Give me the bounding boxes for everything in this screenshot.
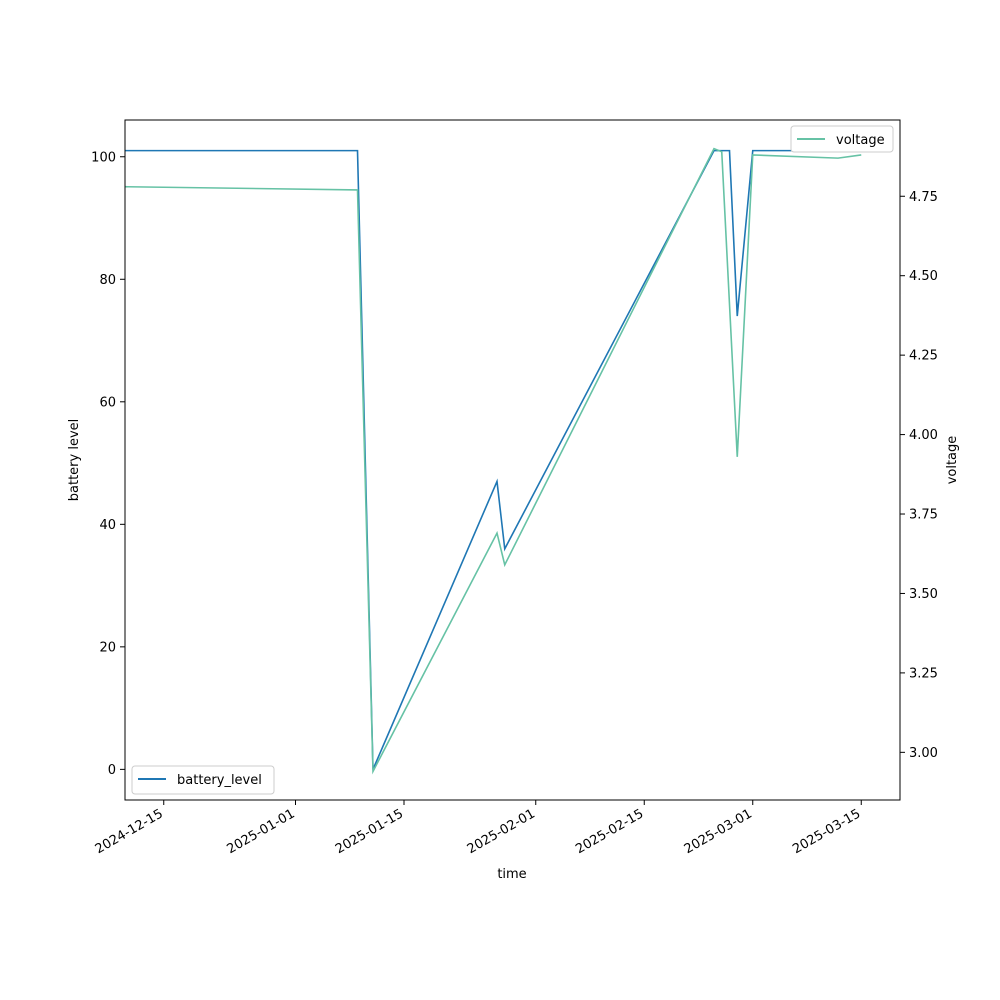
- y-axis-right: 3.00 3.25 3.50 3.75 4.00 4.25 4.50 4.75: [900, 190, 938, 761]
- y-right-tick-label: 3.25: [909, 666, 938, 681]
- x-tick-label: 2025-01-15: [333, 806, 406, 857]
- series-line-voltage: [124, 147, 862, 775]
- y-axis-left-label: battery level: [67, 419, 82, 502]
- x-tick-label: 2025-02-01: [465, 806, 538, 857]
- series-line-battery-level: [125, 149, 862, 770]
- legend-voltage: voltage: [790, 125, 894, 153]
- legend-label-battery-level: battery_level: [177, 773, 262, 788]
- x-axis: 2024-12-15 2025-01-01 2025-01-15 2025-02-01…: [93, 800, 863, 857]
- y-left-tick-label: 100: [91, 150, 116, 165]
- y-right-tick-label: 3.50: [909, 587, 938, 602]
- x-tick-label: 2025-01-01: [225, 806, 298, 857]
- x-tick-label: 2025-03-15: [790, 806, 863, 857]
- y-right-tick-label: 4.50: [909, 269, 938, 284]
- y-right-tick-label: 4.75: [909, 190, 938, 205]
- y-left-tick-label: 20: [99, 640, 116, 655]
- y-right-tick-label: 4.25: [909, 349, 938, 364]
- series-layer: [124, 147, 862, 775]
- x-axis-label: time: [497, 867, 526, 882]
- y-axis-left: 0 20 40 60 80 100: [91, 150, 125, 778]
- legend-battery-level: battery_level: [131, 765, 275, 795]
- x-tick-label: 2025-03-01: [682, 806, 755, 857]
- y-right-tick-label: 4.00: [909, 428, 938, 443]
- legend-box: [131, 765, 275, 795]
- y-right-tick-label: 3.75: [909, 508, 938, 523]
- y-left-tick-label: 80: [99, 273, 116, 288]
- y-left-tick-label: 40: [99, 518, 116, 533]
- y-axis-right-label: voltage: [945, 436, 960, 485]
- y-right-tick-label: 3.00: [909, 746, 938, 761]
- plot-area-frame: [124, 119, 901, 801]
- legend-label-voltage: voltage: [836, 133, 885, 148]
- legend-box: [790, 125, 894, 153]
- y-left-tick-label: 60: [99, 395, 116, 410]
- x-tick-label: 2024-12-15: [93, 806, 166, 857]
- y-left-tick-label: 0: [108, 763, 116, 778]
- x-tick-label: 2025-02-15: [573, 806, 646, 857]
